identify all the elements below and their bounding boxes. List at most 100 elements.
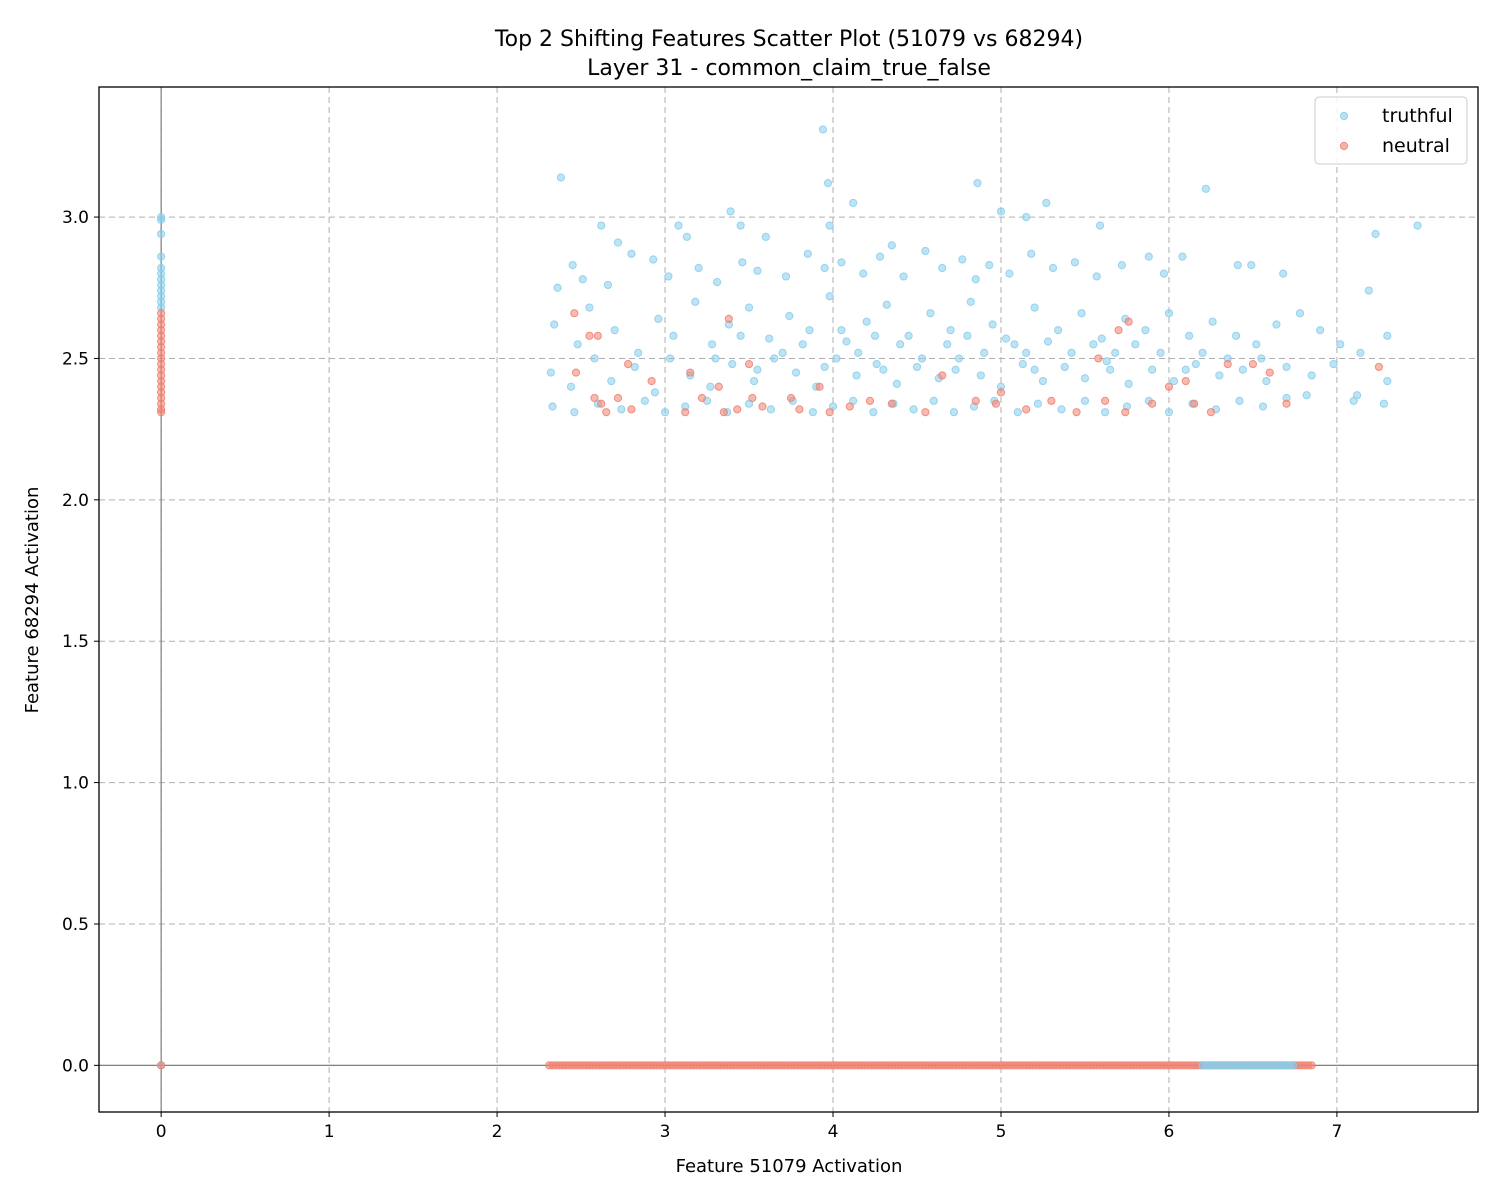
point-neutral [921,408,930,417]
point-truthful [1018,360,1027,369]
x-tick-label: 4 [828,1122,839,1142]
point-truthful [1022,348,1031,357]
point-truthful [872,360,881,369]
point-neutral [157,1061,166,1070]
point-truthful [1233,261,1242,270]
point-truthful [976,371,985,380]
point-neutral [697,393,707,403]
point-truthful [1060,362,1069,372]
point-truthful [1302,391,1311,400]
point-truthful [713,278,722,287]
point-neutral [571,368,581,377]
y-tick-label: 1.5 [62,632,89,652]
point-truthful [1102,357,1111,366]
grid-lines [99,87,1478,1112]
point-neutral [681,408,690,417]
point-neutral [570,309,579,318]
point-neutral [991,399,1001,408]
point-truthful [1141,326,1150,335]
point-truthful [820,263,829,273]
point-truthful [597,221,606,230]
point-truthful [854,348,863,357]
point-truthful [674,221,683,230]
legend-box [1314,96,1468,165]
point-neutral [825,408,834,417]
y-tick-label: 0.5 [62,915,89,935]
point-neutral [748,393,757,403]
point-truthful [1089,340,1098,349]
point-truthful [640,396,649,405]
point-neutral [1190,399,1199,408]
point-neutral [795,405,804,414]
legend-label-truthful: truthful [1382,105,1453,127]
point-truthful [869,408,878,417]
point-truthful [1349,396,1358,405]
point-truthful [726,207,735,216]
y-tick-label: 2.0 [62,491,89,511]
point-truthful [921,246,930,256]
point-neutral [887,399,896,408]
point-neutral [1114,326,1123,335]
point-truthful [1080,396,1090,405]
point-truthful [1117,261,1127,270]
point-truthful [798,340,807,349]
point-truthful [1191,360,1200,369]
chart-subtitle: Layer 31 - common_claim_true_false [587,56,991,81]
point-truthful [1101,408,1110,417]
point-truthful [682,232,691,241]
point-truthful [630,362,639,372]
point-truthful [778,348,787,357]
point-truthful [706,382,715,391]
point-truthful [849,198,858,208]
point-neutral [845,402,854,411]
point-neutral [1094,354,1103,363]
x-tick-label: 7 [1331,1122,1342,1142]
point-truthful [546,368,555,377]
point-truthful [1042,198,1051,208]
point-truthful [749,376,759,386]
point-truthful [1164,309,1174,318]
point-neutral [938,371,947,380]
point-truthful [926,309,935,318]
point-truthful [1215,371,1224,380]
point-truthful [837,326,846,335]
point-truthful [985,261,994,270]
point-neutral [1374,362,1384,372]
point-neutral [971,396,980,405]
point-truthful [1043,337,1053,346]
point-truthful [1070,258,1079,267]
point-truthful [859,269,868,278]
point-truthful [1053,326,1063,335]
point-truthful [803,249,812,258]
point-neutral [686,368,695,377]
point-truthful [896,340,905,349]
point-truthful [917,354,927,363]
point-truthful [1232,331,1241,340]
point-truthful [1030,303,1039,312]
point-truthful [728,360,737,369]
point-truthful [958,255,967,264]
point-truthful [1001,334,1011,343]
point-neutral [1307,1061,1316,1070]
point-neutral [627,405,636,414]
point-truthful [744,303,754,312]
point-truthful [1252,340,1261,349]
point-neutral [733,405,742,414]
y-tick-label: 2.5 [62,349,89,369]
point-truthful [660,408,670,417]
point-truthful [1279,269,1288,278]
point-truthful [1383,331,1392,340]
point-truthful [949,408,959,417]
point-truthful [1131,340,1140,349]
point-truthful [669,331,678,340]
point-neutral [1072,408,1081,417]
point-truthful [791,368,801,377]
point-truthful [650,388,660,397]
point-truthful [823,179,833,188]
point-neutral [1022,405,1031,414]
point-neutral [1265,368,1274,377]
point-neutral [719,408,728,417]
point-truthful [887,241,896,250]
point-truthful [1201,184,1210,193]
x-tick-label: 1 [324,1122,335,1142]
